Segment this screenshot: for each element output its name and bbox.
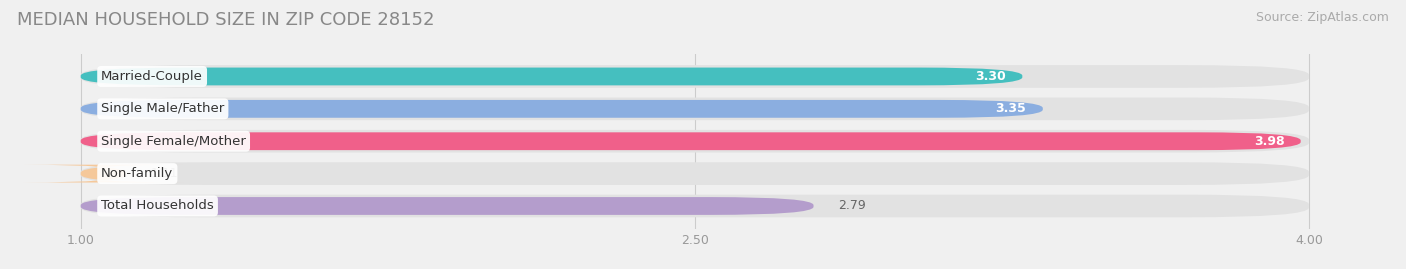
FancyBboxPatch shape: [80, 162, 1309, 185]
Text: MEDIAN HOUSEHOLD SIZE IN ZIP CODE 28152: MEDIAN HOUSEHOLD SIZE IN ZIP CODE 28152: [17, 11, 434, 29]
Text: Source: ZipAtlas.com: Source: ZipAtlas.com: [1256, 11, 1389, 24]
Text: 3.30: 3.30: [976, 70, 1005, 83]
FancyBboxPatch shape: [80, 195, 1309, 217]
Text: 3.35: 3.35: [995, 102, 1026, 115]
Text: Non-family: Non-family: [101, 167, 173, 180]
FancyBboxPatch shape: [80, 68, 1022, 85]
Text: Single Male/Father: Single Male/Father: [101, 102, 225, 115]
Text: Married-Couple: Married-Couple: [101, 70, 202, 83]
FancyBboxPatch shape: [80, 132, 1301, 150]
FancyBboxPatch shape: [24, 165, 183, 182]
FancyBboxPatch shape: [80, 197, 814, 215]
Text: 1.11: 1.11: [150, 167, 179, 180]
Text: Single Female/Mother: Single Female/Mother: [101, 135, 246, 148]
Text: Total Households: Total Households: [101, 200, 214, 213]
FancyBboxPatch shape: [80, 65, 1309, 88]
FancyBboxPatch shape: [80, 130, 1309, 153]
FancyBboxPatch shape: [80, 97, 1309, 120]
Text: 3.98: 3.98: [1254, 135, 1284, 148]
Text: 2.79: 2.79: [838, 200, 866, 213]
FancyBboxPatch shape: [80, 100, 1043, 118]
